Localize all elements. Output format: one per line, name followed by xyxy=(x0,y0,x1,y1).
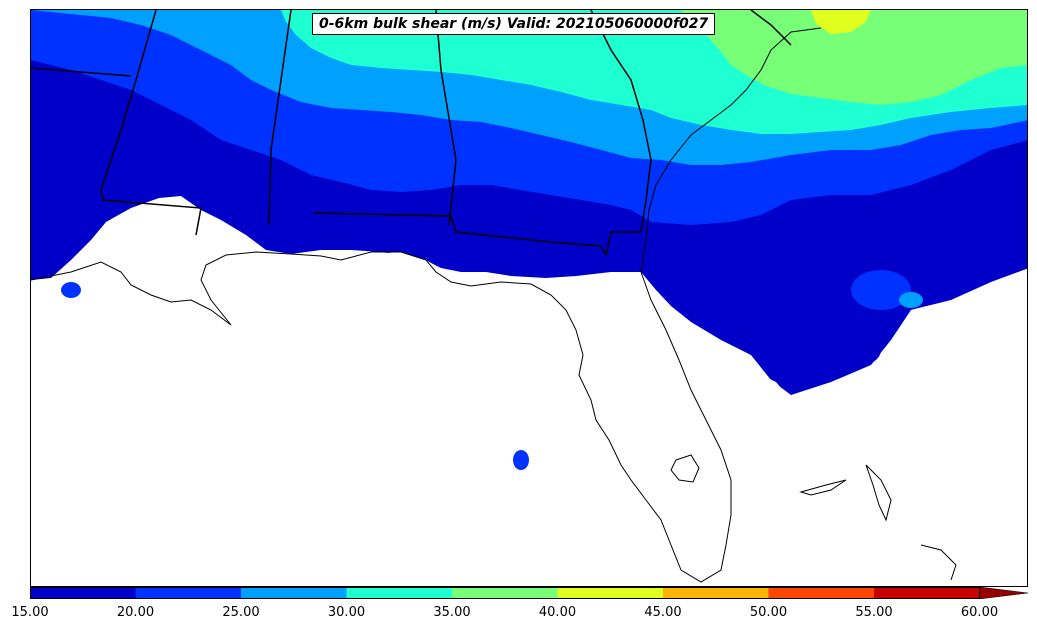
colorbar-outline xyxy=(30,587,980,599)
colorbar-tick-label: 35.00 xyxy=(433,605,471,620)
shear-band-35-40 xyxy=(681,10,1027,105)
colorbar-tick-label: 30.00 xyxy=(327,605,366,620)
shear-cell xyxy=(941,228,1001,252)
colorbar-tick-label: 20.00 xyxy=(116,605,155,620)
colorbar-tick-label: 50.00 xyxy=(749,605,788,620)
colorbar-segment xyxy=(346,587,453,599)
bahamas-island xyxy=(799,479,847,496)
shear-cell xyxy=(513,450,529,470)
map-panel xyxy=(30,9,1028,587)
colorbar-tick-label: 15.00 xyxy=(11,605,49,620)
colorbar-segment xyxy=(557,587,664,599)
colorbar-segment xyxy=(135,587,242,599)
colorbar-segment xyxy=(452,587,558,599)
lake-okeechobee xyxy=(670,454,700,483)
colorbar-segment xyxy=(768,587,875,599)
colorbar-tick-label: 60.00 xyxy=(960,605,999,620)
shear-cell xyxy=(851,270,911,310)
map-title: 0-6km bulk shear (m/s) Valid: 2021050600… xyxy=(312,13,716,35)
bahamas-island xyxy=(865,464,892,522)
colorbar-segment xyxy=(663,587,769,599)
colorbar-extend-arrow xyxy=(979,587,1028,599)
shear-cell xyxy=(899,292,923,308)
coastline xyxy=(31,251,732,583)
shear-cell xyxy=(821,332,881,368)
colorbar-tick-label: 25.00 xyxy=(222,605,260,620)
colorbar-tick-label: 55.00 xyxy=(855,605,893,620)
shear-band-40-45 xyxy=(811,10,871,34)
state-boundaries xyxy=(31,10,792,258)
colorbar-tick-label: 45.00 xyxy=(644,605,682,620)
colorbar xyxy=(30,587,1028,599)
shear-contour-map xyxy=(31,10,1027,586)
colorbar-segment xyxy=(874,587,980,599)
low-shear-region xyxy=(31,210,1027,586)
low-shear-atlantic xyxy=(721,280,1027,586)
colorbar-tick-label: 40.00 xyxy=(538,605,577,620)
coastline-east xyxy=(640,27,822,273)
shear-cell xyxy=(771,288,851,332)
colorbar-segment xyxy=(241,587,347,599)
shear-cell xyxy=(61,282,81,298)
bahamas-island xyxy=(920,544,957,581)
colorbar-segment xyxy=(30,587,136,599)
